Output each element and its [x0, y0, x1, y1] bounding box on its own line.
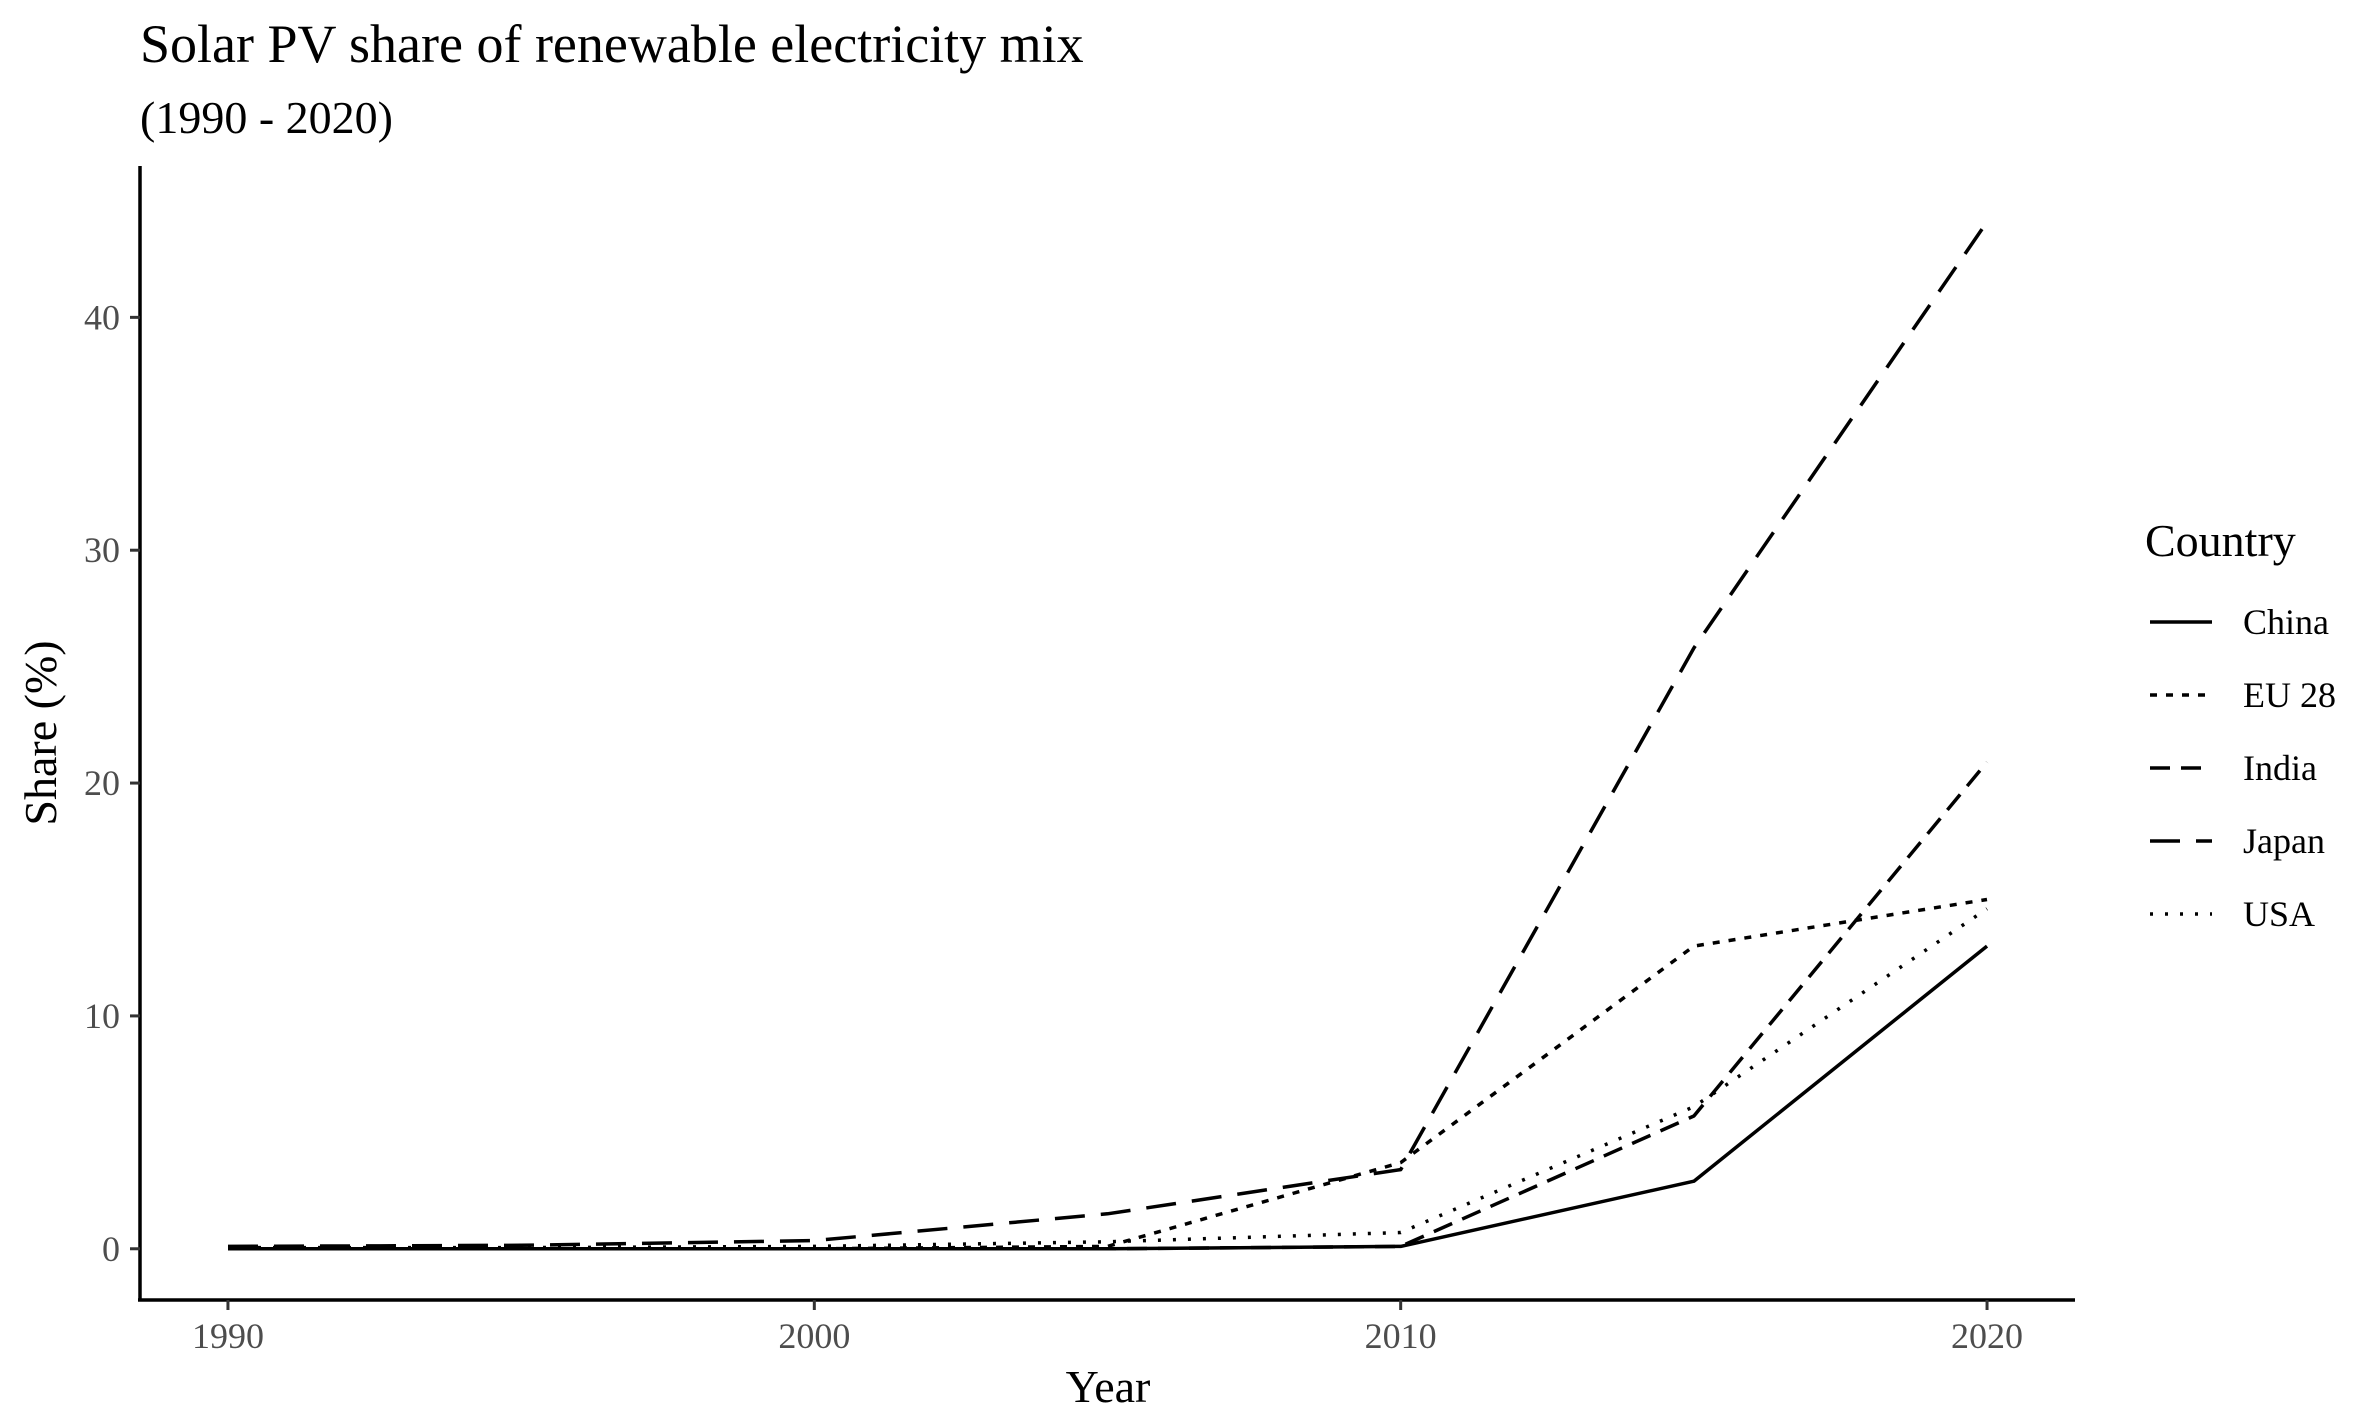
y-axis-ticks: 0 10 20 30 40 [84, 297, 140, 1269]
series-line-usa [228, 907, 1988, 1250]
legend-label: Japan [2243, 821, 2325, 861]
x-axis-ticks: 1990 2000 2010 2020 [192, 1300, 2023, 1356]
series-line-india [228, 760, 1989, 1251]
chart-title: Solar PV share of renewable electricity … [140, 14, 1084, 74]
plot-area: 1990 2000 2010 2020 0 10 20 30 40 [84, 166, 2075, 1356]
legend-label: China [2243, 602, 2329, 642]
series-layer [227, 220, 1989, 1251]
y-tick-label: 0 [102, 1229, 120, 1269]
y-tick-label: 20 [84, 763, 120, 803]
y-tick-label: 10 [84, 996, 120, 1036]
y-axis-title: Share (%) [15, 640, 66, 825]
y-tick-label: 40 [84, 297, 120, 337]
x-tick-label: 2020 [1951, 1316, 2023, 1356]
x-tick-label: 2010 [1365, 1316, 1437, 1356]
series-line-japan [227, 220, 1989, 1249]
legend-label: India [2243, 748, 2317, 788]
legend-items: China EU 28 India Japan USA [2150, 602, 2336, 934]
x-axis-title: Year [1066, 1361, 1151, 1412]
legend-label: EU 28 [2243, 675, 2336, 715]
x-tick-label: 2000 [778, 1316, 850, 1356]
chart-subtitle: (1990 - 2020) [140, 92, 393, 143]
legend-title: Country [2145, 515, 2296, 566]
series-line-china [228, 944, 1989, 1251]
x-tick-label: 1990 [192, 1316, 264, 1356]
series-line-eu-28 [228, 897, 1988, 1251]
legend-label: USA [2243, 894, 2315, 934]
y-tick-label: 30 [84, 530, 120, 570]
legend: Country China EU 28 India Japan USA [2145, 515, 2336, 934]
